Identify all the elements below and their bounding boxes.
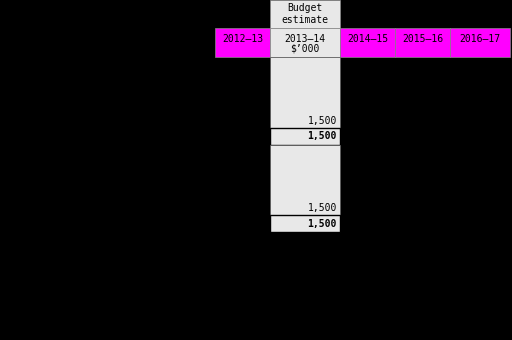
Bar (270, 128, 340, 145)
Bar (270, 0, 340, 28)
Bar (270, 28, 340, 57)
Text: Budget
estimate: Budget estimate (282, 3, 329, 25)
Text: $’000: $’000 (290, 44, 319, 53)
Text: 2016–17: 2016–17 (459, 34, 501, 44)
Text: 1,500: 1,500 (308, 219, 337, 228)
Bar (215, 28, 270, 57)
Text: 2013–14: 2013–14 (285, 34, 326, 44)
Bar (340, 28, 395, 57)
Bar (270, 57, 340, 128)
Bar (395, 28, 450, 57)
Text: 1,500: 1,500 (308, 203, 337, 213)
Bar (270, 215, 340, 232)
Text: 1,500: 1,500 (308, 132, 337, 141)
Bar (270, 145, 340, 215)
Text: 2012–13: 2012–13 (222, 34, 263, 44)
Text: 1,500: 1,500 (308, 116, 337, 126)
Text: 2014–15: 2014–15 (347, 34, 388, 44)
Text: 2015–16: 2015–16 (402, 34, 443, 44)
Bar (450, 28, 510, 57)
